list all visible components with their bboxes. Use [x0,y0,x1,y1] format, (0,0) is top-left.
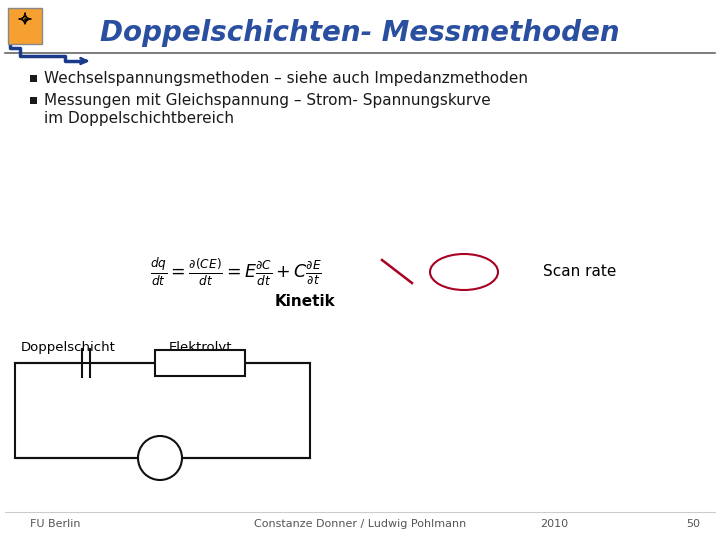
Text: Doppelschichten- Messmethoden: Doppelschichten- Messmethoden [100,19,620,47]
Bar [30,75,37,82]
Circle shape [138,436,182,480]
Text: Scan rate: Scan rate [543,265,616,280]
Bar [8,8,42,44]
Bar [15,363,310,458]
Text: Wechselspannungsmethoden – siehe auch Impedanzmethoden: Wechselspannungsmethoden – siehe auch Im… [44,71,528,85]
Text: $\frac{dq}{dt} = \frac{\partial(CE)}{dt} = E\frac{\partial C}{dt} + C\frac{\part: $\frac{dq}{dt} = \frac{\partial(CE)}{dt}… [150,256,322,288]
Bar [155,350,245,376]
Text: Doppelschicht: Doppelschicht [21,341,115,354]
Text: im Doppelschichtbereich: im Doppelschichtbereich [44,111,234,125]
Text: FU Berlin: FU Berlin [30,519,81,529]
Text: Messungen mit Gleichspannung – Strom- Spannungskurve: Messungen mit Gleichspannung – Strom- Sp… [44,93,491,109]
Text: Elektrolyt: Elektrolyt [168,341,232,354]
Text: Kinetik: Kinetik [274,294,336,309]
Bar [30,97,37,104]
Text: Constanze Donner / Ludwig Pohlmann: Constanze Donner / Ludwig Pohlmann [254,519,466,529]
Text: 50: 50 [686,519,700,529]
Text: 2010: 2010 [540,519,568,529]
